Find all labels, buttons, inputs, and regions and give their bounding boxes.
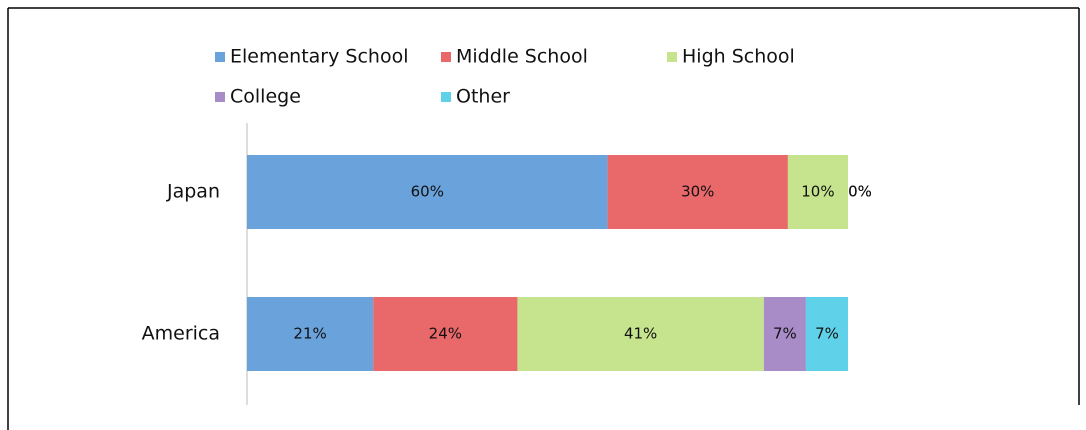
legend-label: Other	[456, 86, 510, 108]
data-label: 60%	[411, 183, 444, 201]
legend-label: High School	[682, 46, 795, 68]
data-label: 10%	[801, 183, 834, 201]
bar-segment	[373, 297, 518, 371]
legend-label: Elementary School	[230, 46, 408, 68]
bar-segment	[763, 297, 806, 371]
data-label: 7%	[815, 325, 839, 343]
data-label: 21%	[293, 325, 326, 343]
data-label: 30%	[681, 183, 714, 201]
category-label: Japan	[166, 181, 220, 203]
data-label: 7%	[773, 325, 797, 343]
data-label: 24%	[429, 325, 462, 343]
category-label: America	[142, 323, 220, 345]
legend-swatch	[441, 52, 451, 62]
bar-segment	[247, 297, 374, 371]
legend-swatch	[215, 52, 225, 62]
bar-segment	[805, 297, 848, 371]
bar-segment	[247, 155, 608, 229]
legend-label: College	[230, 86, 301, 108]
bar-segment	[607, 155, 788, 229]
legend-label: Middle School	[456, 46, 588, 68]
legend-swatch	[441, 92, 451, 102]
bar-segment	[517, 297, 764, 371]
data-label: 41%	[624, 325, 657, 343]
bar-segment	[787, 155, 848, 229]
legend-swatch	[667, 52, 677, 62]
data-label: 0%	[848, 183, 872, 201]
legend-swatch	[215, 92, 225, 102]
data-label: 0%	[848, 183, 872, 201]
